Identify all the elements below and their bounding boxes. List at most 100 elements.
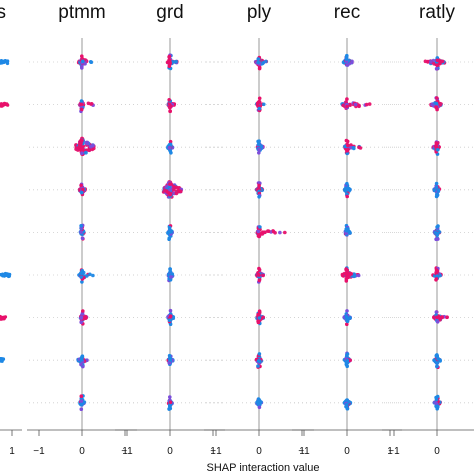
shap-point xyxy=(167,407,171,411)
shap-point xyxy=(91,273,95,278)
shap-point xyxy=(80,354,85,359)
shap-point xyxy=(85,274,89,278)
shap-point xyxy=(79,190,84,195)
shap-point xyxy=(343,187,347,192)
shap-point xyxy=(345,352,350,356)
shap-point xyxy=(435,232,440,237)
shap-point xyxy=(168,109,172,114)
shap-point xyxy=(266,229,270,233)
left-partial-point xyxy=(0,359,2,363)
shap-point xyxy=(262,102,266,107)
shap-point xyxy=(261,315,266,320)
shap-point xyxy=(345,406,350,411)
shap-point xyxy=(88,272,92,277)
shap-point xyxy=(168,395,172,399)
left-partial-point xyxy=(2,101,7,106)
shap-point xyxy=(345,309,349,313)
shap-point xyxy=(86,101,91,106)
shap-point xyxy=(344,138,349,143)
panels-group: ptmm −1 0 1 grd −1 0 1 ply −1 0 1 rec −1 0 1 ratly −1 0 xyxy=(27,2,474,457)
shap-point xyxy=(438,103,443,107)
shap-point xyxy=(80,268,84,273)
shap-point xyxy=(80,138,84,143)
shap-point xyxy=(345,398,349,402)
shap-point xyxy=(168,308,173,313)
shap-point xyxy=(256,397,261,401)
shap-point xyxy=(440,59,445,64)
shap-point xyxy=(345,316,349,320)
shap-point xyxy=(80,66,84,70)
shap-point xyxy=(167,225,172,230)
shap-point xyxy=(434,361,439,365)
shap-point xyxy=(257,310,262,315)
panel-title: rec xyxy=(334,2,360,23)
shap-point xyxy=(168,60,172,65)
shap-point xyxy=(168,188,172,192)
panel-ratly: ratly −1 0 xyxy=(382,2,474,457)
left-panel-tick-label: 1 xyxy=(9,446,15,457)
shap-point xyxy=(353,102,358,107)
x-tick-label: 0 xyxy=(344,446,350,457)
left-partial-point xyxy=(0,316,4,321)
shap-point xyxy=(79,183,83,188)
shap-point xyxy=(168,400,173,405)
panel-title: grd xyxy=(156,2,183,23)
shap-point xyxy=(80,151,84,155)
shap-point xyxy=(436,357,440,361)
shap-point xyxy=(257,96,262,101)
shap-point xyxy=(434,277,439,281)
shap-point xyxy=(168,182,172,186)
x-tick-label: −1 xyxy=(210,446,222,457)
shap-point xyxy=(80,280,84,284)
shap-point xyxy=(436,224,440,228)
shap-point xyxy=(340,273,345,278)
left-partial-point xyxy=(5,59,10,63)
panel-title: ptmm xyxy=(58,2,106,23)
shap-point xyxy=(435,58,440,63)
shap-point xyxy=(167,230,171,235)
shap-point xyxy=(84,150,88,155)
shap-point xyxy=(435,320,440,324)
shap-point xyxy=(258,359,262,364)
left-partial-point xyxy=(1,272,5,277)
shap-point xyxy=(256,234,261,238)
left-partial-panel xyxy=(0,59,22,436)
shap-point xyxy=(79,230,83,234)
shap-point xyxy=(257,278,262,283)
shap-point xyxy=(345,186,350,190)
shap-point xyxy=(349,143,353,147)
shap-point xyxy=(258,402,262,407)
shap-point xyxy=(257,142,261,146)
shap-point xyxy=(77,145,81,150)
shap-point xyxy=(434,101,439,106)
shap-point xyxy=(74,147,79,152)
shap-point xyxy=(79,141,83,146)
shap-point xyxy=(79,399,84,403)
shap-point xyxy=(162,188,167,193)
shap-point xyxy=(167,146,172,150)
shap-point xyxy=(273,231,277,235)
left-panel-title: s xyxy=(0,2,6,23)
shap-point xyxy=(257,139,261,143)
shap-point xyxy=(169,275,173,279)
shap-point xyxy=(80,236,85,240)
panel-ptmm: ptmm −1 0 1 xyxy=(27,2,137,457)
shap-point xyxy=(438,61,442,66)
shap-point xyxy=(167,55,171,59)
shap-point xyxy=(167,236,172,240)
shap-point xyxy=(345,104,349,109)
shap-point xyxy=(260,231,265,235)
shap-point xyxy=(257,183,261,188)
x-tick-label: 0 xyxy=(434,446,440,457)
shap-point xyxy=(168,192,172,197)
shap-point xyxy=(79,99,84,103)
panel-grd: grd −1 0 1 xyxy=(115,2,225,457)
x-tick-label: −1 xyxy=(388,446,400,457)
shap-point xyxy=(367,102,372,106)
shap-point xyxy=(345,151,350,156)
shap-point xyxy=(435,96,439,100)
shap-point xyxy=(434,67,439,71)
shap-point xyxy=(79,362,83,367)
panel-title: ply xyxy=(247,2,272,23)
